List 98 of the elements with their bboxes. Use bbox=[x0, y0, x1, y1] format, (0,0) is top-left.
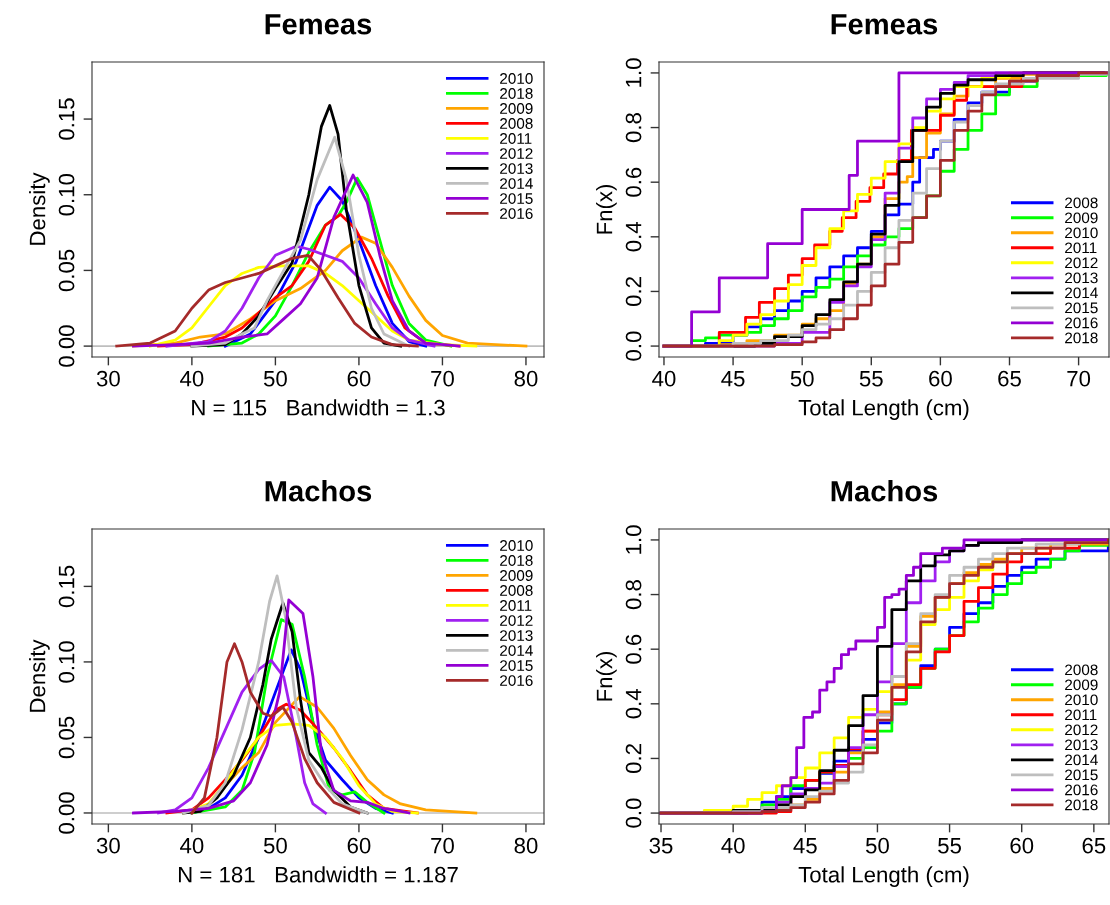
legend-label: 2018 bbox=[1065, 799, 1098, 811]
y-tick-label: 0.10 bbox=[58, 641, 75, 683]
y-tick-label: 0.6 bbox=[625, 634, 642, 664]
x-tick-label: 60 bbox=[929, 370, 952, 387]
y-tick-label: 0.00 bbox=[58, 325, 75, 367]
legend-label: 2015 bbox=[500, 193, 533, 204]
legend-label: 2009 bbox=[500, 103, 533, 114]
legend-label: 2011 bbox=[1065, 709, 1097, 721]
legend-label: 2016 bbox=[1065, 317, 1098, 329]
legend-label: 2013 bbox=[500, 163, 533, 174]
x-axis-title: Total Length (cm) bbox=[798, 399, 969, 420]
legend-label: 2016 bbox=[500, 675, 533, 686]
legend-label: 2014 bbox=[1065, 754, 1098, 766]
chart-title: Femeas bbox=[831, 14, 938, 35]
legend-label: 2016 bbox=[1065, 784, 1098, 796]
x-tick-label: 40 bbox=[180, 370, 204, 387]
legend-label: 2018 bbox=[1065, 332, 1098, 344]
legend-label: 2009 bbox=[500, 570, 533, 581]
x-tick-label: 55 bbox=[859, 371, 883, 387]
x-tick-label: 65 bbox=[1082, 837, 1106, 854]
legend-label: 2013 bbox=[1065, 272, 1098, 284]
y-tick-label: 0.00 bbox=[58, 792, 75, 834]
x-tick-label: 65 bbox=[998, 370, 1021, 387]
legend-label: 2013 bbox=[1065, 739, 1098, 751]
y-tick-label: 0.2 bbox=[625, 744, 642, 774]
x-tick-label: 40 bbox=[180, 837, 204, 854]
x-axis-title: Total Length (cm) bbox=[798, 866, 969, 887]
y-tick-label: 0.0 bbox=[625, 331, 642, 361]
y-tick-label: 0.0 bbox=[625, 798, 642, 828]
x-tick-label: 60 bbox=[347, 370, 371, 387]
x-tick-label: 40 bbox=[652, 370, 676, 387]
chart-title: Machos bbox=[831, 480, 938, 502]
legend-label: 2012 bbox=[1065, 257, 1098, 269]
y-axis-title: Density bbox=[29, 639, 50, 712]
x-tick-label: 50 bbox=[263, 837, 287, 854]
y-axis-title: Density bbox=[29, 172, 50, 245]
legend-label: 2018 bbox=[500, 555, 533, 566]
x-tick-label: 70 bbox=[431, 370, 454, 387]
legend-label: 2010 bbox=[1065, 694, 1098, 706]
legend-label: 2008 bbox=[500, 118, 533, 129]
x-tick-label: 60 bbox=[347, 837, 371, 854]
y-tick-label: 0.05 bbox=[58, 249, 75, 292]
y-tick-label: 0.15 bbox=[58, 565, 75, 608]
legend-label: 2012 bbox=[500, 148, 533, 159]
y-tick-label: 0.15 bbox=[58, 98, 75, 140]
x-axis-title: N = 115 Bandwidth = 1.3 bbox=[192, 399, 445, 416]
legend-label: 2014 bbox=[500, 645, 533, 656]
y-tick-label: 1.0 bbox=[625, 525, 642, 554]
legend-label: 2016 bbox=[500, 208, 533, 219]
legend-label: 2009 bbox=[1065, 679, 1098, 691]
x-tick-label: 50 bbox=[790, 370, 814, 387]
legend-label: 2008 bbox=[1065, 664, 1098, 676]
x-tick-label: 30 bbox=[96, 837, 120, 854]
legend-label: 2015 bbox=[1065, 769, 1098, 781]
y-tick-label: 0.10 bbox=[58, 173, 75, 216]
x-tick-label: 55 bbox=[938, 838, 961, 854]
chart-title: Femeas bbox=[265, 14, 372, 35]
legend-label: 2014 bbox=[500, 178, 533, 189]
y-tick-label: 0.4 bbox=[625, 689, 642, 719]
y-tick-label: 0.05 bbox=[58, 716, 75, 759]
legend-label: 2010 bbox=[1065, 227, 1098, 239]
x-tick-label: 80 bbox=[514, 837, 538, 854]
legend-label: 2009 bbox=[1065, 212, 1098, 224]
chart-title: Machos bbox=[265, 480, 372, 502]
legend-label: 2013 bbox=[500, 630, 533, 641]
x-tick-label: 70 bbox=[431, 837, 454, 854]
x-tick-label: 80 bbox=[514, 370, 538, 387]
y-tick-label: 1.0 bbox=[625, 58, 642, 87]
x-tick-label: 45 bbox=[793, 838, 817, 854]
x-tick-label: 50 bbox=[263, 370, 287, 387]
legend-label: 2015 bbox=[1065, 302, 1098, 314]
x-tick-label: 40 bbox=[721, 837, 745, 854]
x-tick-label: 30 bbox=[96, 370, 120, 387]
y-tick-label: 0.4 bbox=[625, 222, 642, 252]
legend-label: 2015 bbox=[500, 660, 533, 671]
legend-label: 2012 bbox=[1065, 724, 1098, 736]
y-tick-label: 0.2 bbox=[625, 277, 642, 307]
y-tick-label: 0.6 bbox=[625, 167, 642, 197]
y-axis-title: Fn(x) bbox=[596, 651, 617, 701]
x-tick-label: 50 bbox=[865, 837, 889, 854]
legend-label: 2008 bbox=[1065, 197, 1098, 209]
x-tick-label: 45 bbox=[721, 371, 745, 387]
legend-label: 2010 bbox=[500, 540, 533, 551]
y-axis-title: Fn(x) bbox=[596, 184, 617, 234]
y-tick-label: 0.8 bbox=[625, 580, 642, 610]
legend-label: 2008 bbox=[500, 585, 533, 596]
legend-label: 2011 bbox=[1065, 242, 1097, 254]
y-tick-label: 0.8 bbox=[625, 113, 642, 143]
legend-label: 2014 bbox=[1065, 287, 1098, 299]
legend-label: 2010 bbox=[500, 73, 533, 84]
legend-label: 2018 bbox=[500, 88, 533, 99]
x-tick-label: 60 bbox=[1010, 837, 1034, 854]
x-tick-label: 35 bbox=[649, 837, 673, 854]
legend-label: 2012 bbox=[500, 615, 533, 626]
x-axis-title: N = 181 Bandwidth = 1.187 bbox=[178, 866, 458, 883]
legend-label: 2011 bbox=[500, 133, 532, 144]
legend-label: 2011 bbox=[500, 600, 532, 611]
x-tick-label: 70 bbox=[1067, 370, 1091, 387]
